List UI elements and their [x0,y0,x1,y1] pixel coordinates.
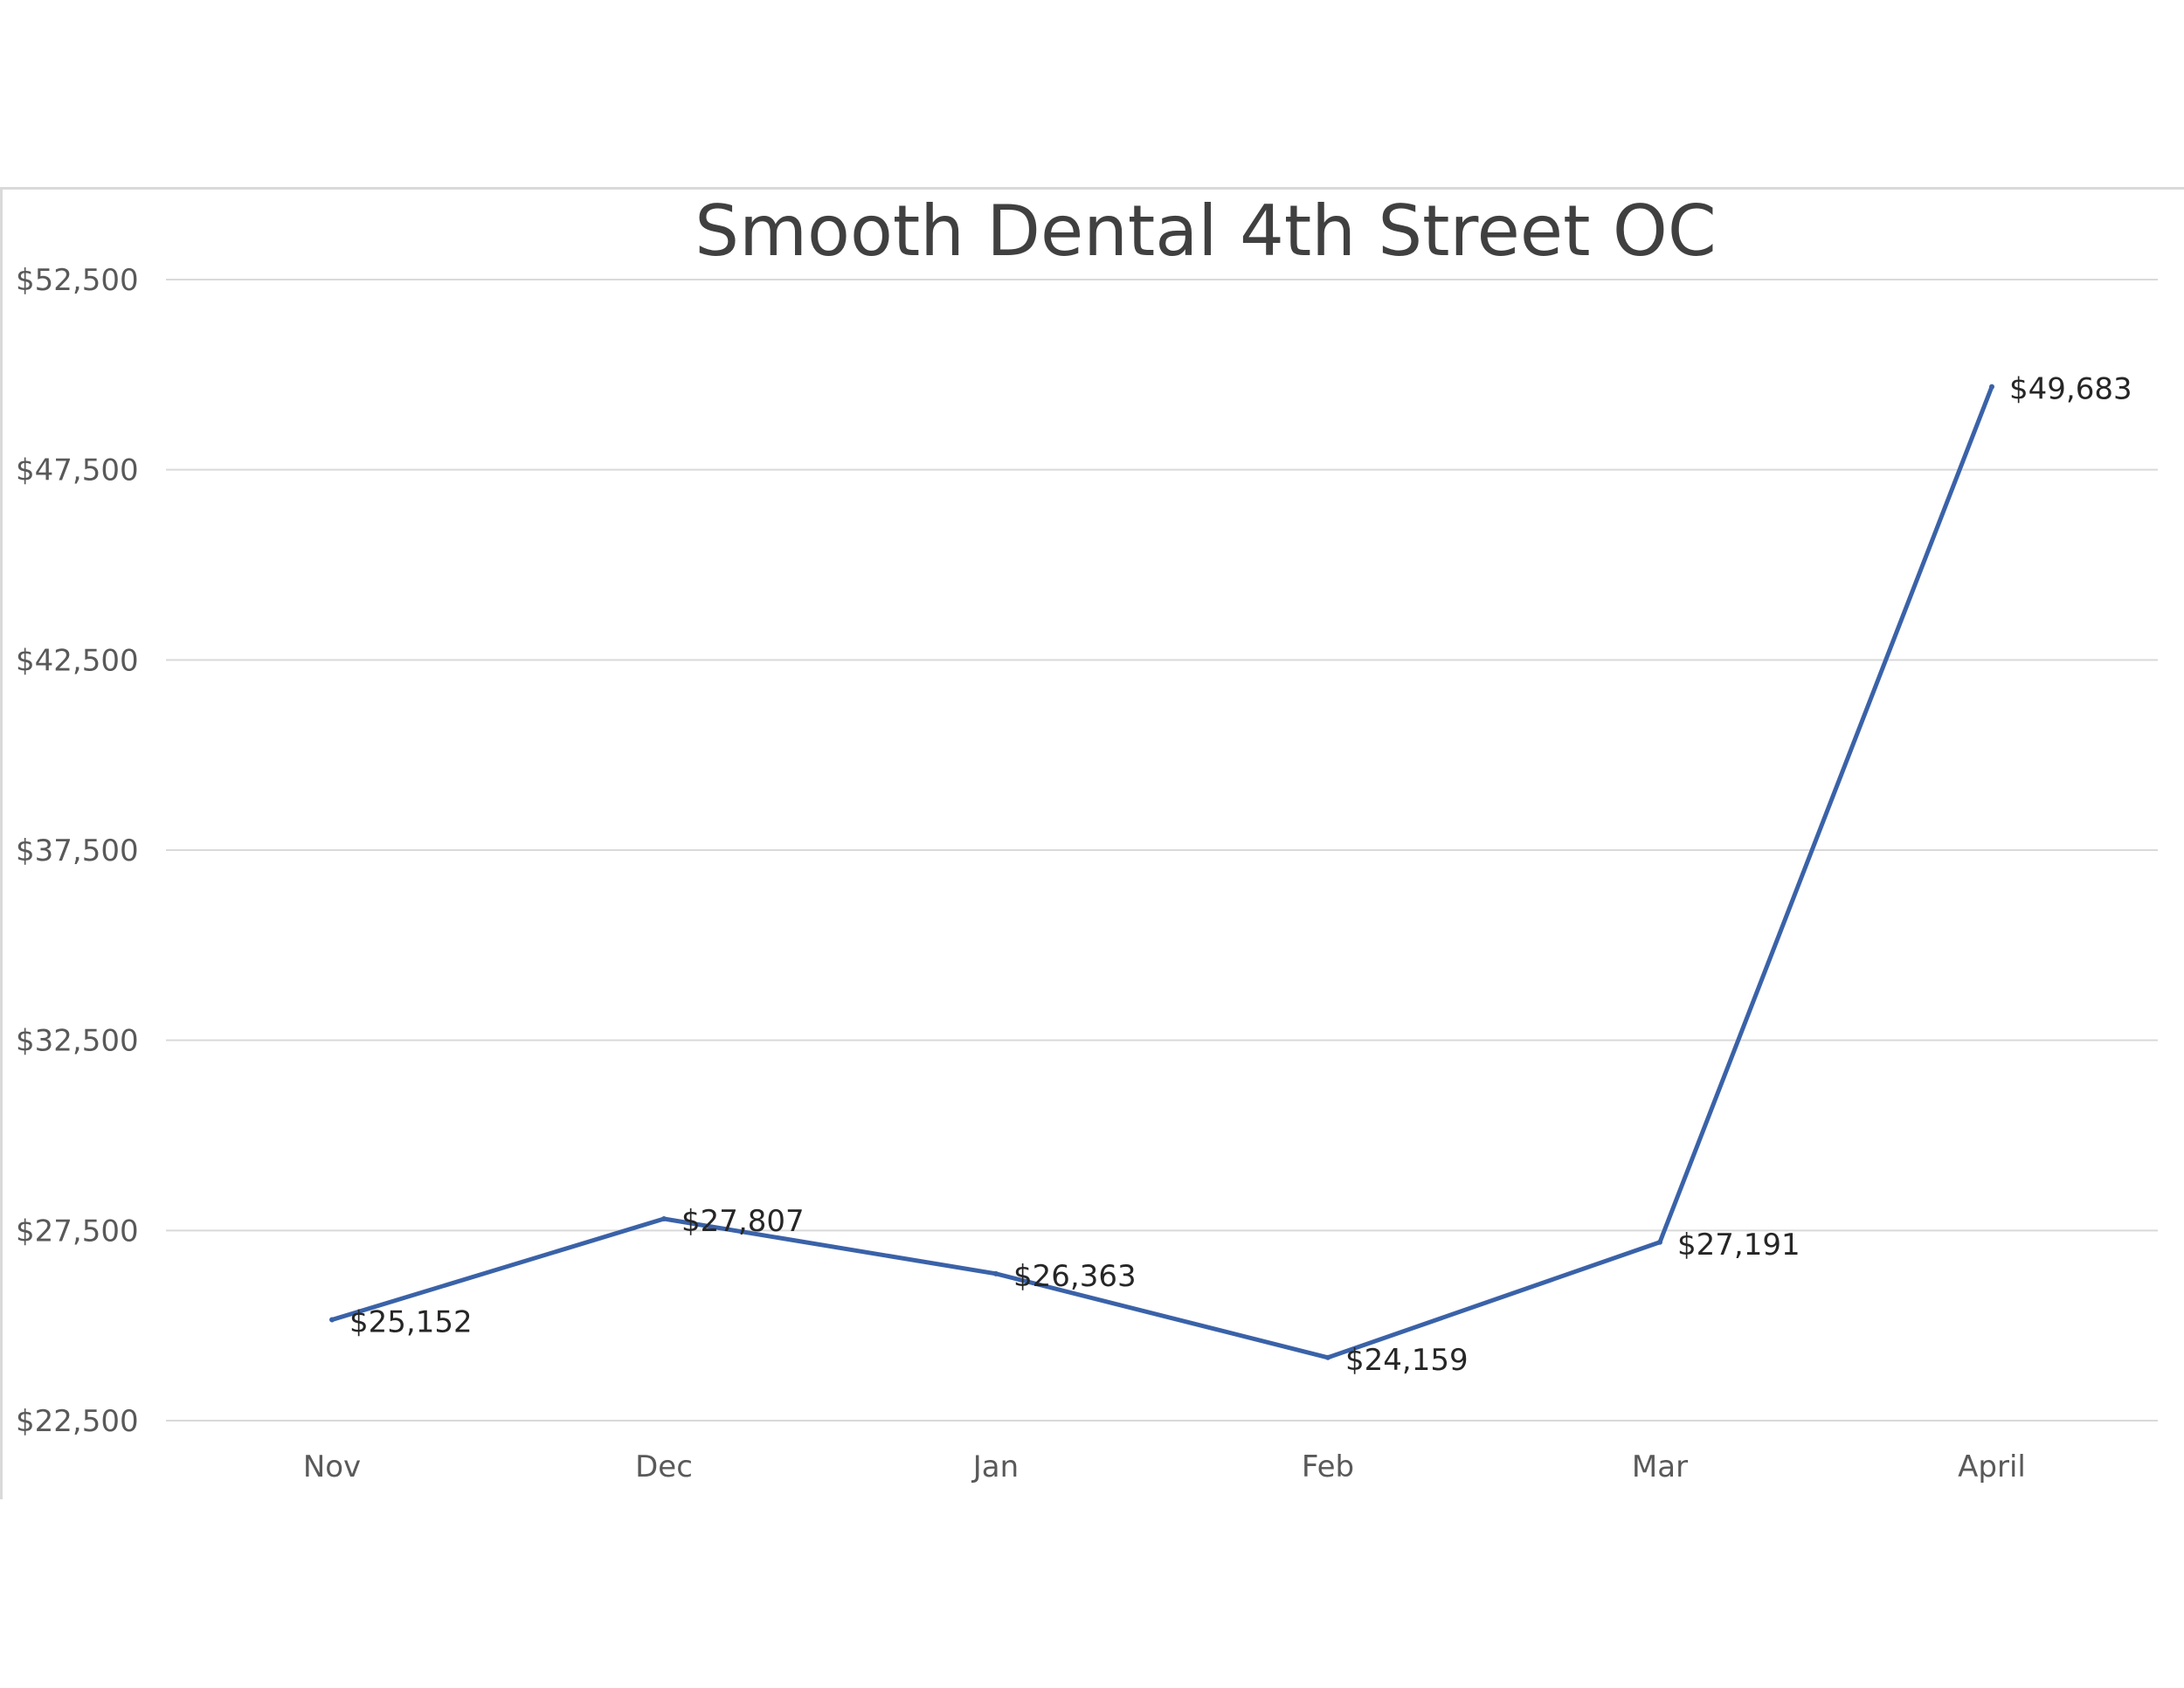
y-tick-label: $42,500 [16,643,139,678]
y-tick-label: $32,500 [16,1024,139,1059]
x-tick-label: Dec [635,1449,693,1484]
data-label: $49,683 [2009,372,2132,407]
y-axis-tick-labels: $22,500 $27,500 $32,500 $37,500 $42,500 $47,5… [16,263,139,1439]
data-label: $25,152 [349,1305,473,1340]
data-point [1325,1354,1330,1360]
y-tick-label: $52,500 [16,263,139,298]
y-tick-label: $22,500 [16,1404,139,1439]
data-point [661,1215,667,1221]
data-label: $24,159 [1345,1343,1469,1378]
series-line-group [329,384,1994,1360]
x-tick-label: Nov [303,1449,361,1484]
chart-title: Smooth Dental 4th Street OC [695,190,1716,272]
gridlines [166,279,2158,1422]
data-point [329,1317,335,1323]
data-point [1989,384,1994,390]
x-tick-label: April [1958,1449,2026,1484]
data-point [1657,1239,1662,1245]
chart-frame-left-border [0,187,3,1499]
x-tick-label: Mar [1632,1449,1688,1484]
data-label: $27,807 [681,1204,805,1239]
chart-frame-top-border [0,187,2184,190]
y-tick-label: $37,500 [16,834,139,868]
series-line [329,384,1994,1360]
x-tick-label: Jan [971,1449,1019,1484]
y-tick-label: $27,500 [16,1214,139,1249]
x-tick-label: Feb [1302,1449,1354,1484]
data-label: $27,191 [1677,1228,1800,1263]
data-point [993,1270,999,1276]
x-axis-tick-labels: Nov Dec Jan Feb Mar April [303,1449,2026,1484]
data-label: $26,363 [1013,1259,1137,1294]
y-tick-label: $47,500 [16,453,139,488]
data-labels: $25,152 $27,807 $26,363 $24,159 $27,191 $49,6… [349,372,2132,1378]
